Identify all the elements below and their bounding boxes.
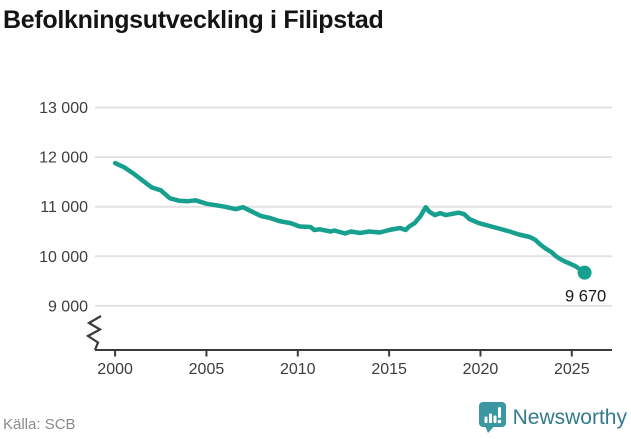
newsworthy-logo: Newsworthy	[478, 402, 627, 433]
x-tick-label: 2005	[189, 361, 225, 378]
chart-title: Befolkningsutveckling i Filipstad	[3, 6, 384, 34]
y-tick-label: 11 000	[40, 199, 88, 216]
y-tick-label: 9 000	[48, 298, 88, 315]
newsworthy-speech-bubble-bar-chart-icon	[478, 402, 506, 433]
y-tick-label: 13 000	[39, 100, 88, 117]
x-tick-label: 2025	[554, 361, 590, 378]
end-value-label: 9 670	[565, 288, 606, 306]
x-tick-label: 2000	[97, 361, 133, 378]
axis-break-icon	[85, 315, 103, 351]
y-tick-label: 10 000	[39, 249, 88, 266]
population-line-series	[112, 160, 587, 275]
x-tick-label: 2010	[280, 361, 316, 378]
end-point-marker	[577, 265, 592, 280]
source-label: Källa: SCB	[3, 416, 76, 433]
newsworthy-wordmark: Newsworthy	[512, 405, 627, 429]
y-tick-label: 12 000	[39, 150, 88, 167]
population-line-chart: 9 000 10 000 11 000 12 000 13 000 2000 2005 201…	[39, 100, 612, 378]
x-tick-label: 2020	[463, 361, 499, 378]
x-tick-label: 2015	[371, 361, 407, 378]
